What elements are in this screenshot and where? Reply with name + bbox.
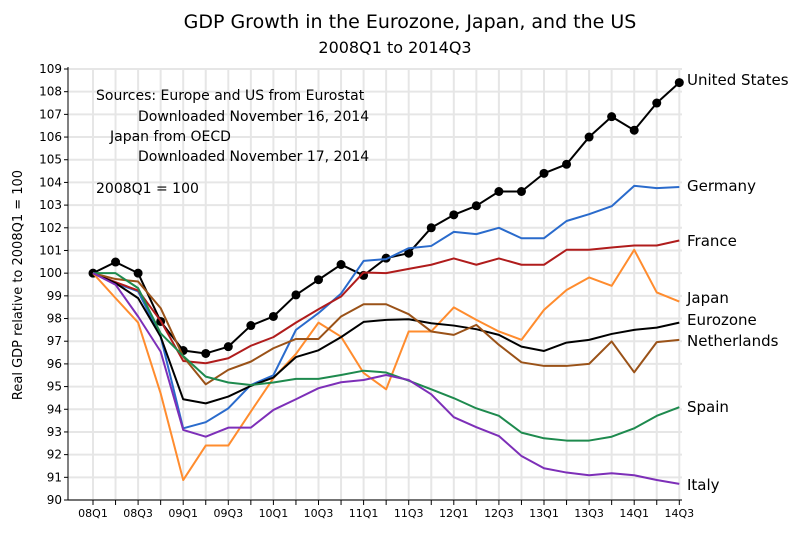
point-united-states bbox=[336, 260, 346, 270]
x-tick-label: 14Q3 bbox=[664, 507, 694, 520]
y-tick-label: 100 bbox=[39, 266, 62, 280]
y-tick-label: 107 bbox=[39, 107, 62, 121]
annotation-download-eu: Downloaded November 16, 2014 bbox=[138, 109, 369, 125]
point-united-states bbox=[516, 186, 526, 196]
y-tick-label: 93 bbox=[47, 425, 62, 439]
line-germany bbox=[92, 184, 680, 430]
point-united-states bbox=[471, 201, 481, 211]
y-tick-label: 109 bbox=[39, 62, 62, 76]
x-tick-label: 10Q3 bbox=[304, 507, 334, 520]
x-tick-label: 14Q1 bbox=[619, 507, 649, 520]
y-tick-label: 94 bbox=[47, 402, 62, 416]
point-united-states bbox=[652, 98, 662, 108]
point-united-states bbox=[426, 223, 436, 233]
point-united-states bbox=[246, 321, 256, 331]
y-tick-label: 96 bbox=[47, 357, 62, 371]
y-tick-label: 92 bbox=[47, 448, 62, 462]
x-tick-label: 11Q1 bbox=[349, 507, 379, 520]
y-tick-label: 99 bbox=[47, 289, 62, 303]
point-united-states bbox=[674, 78, 684, 88]
series-label-italy: Italy bbox=[687, 476, 720, 494]
annotation-japan-source: Japan from OECD bbox=[109, 129, 231, 145]
point-united-states bbox=[201, 348, 211, 358]
series-germany: Germany bbox=[92, 177, 756, 430]
series-label-germany: Germany bbox=[687, 177, 756, 195]
series-netherlands: Netherlands bbox=[92, 272, 779, 386]
series-lines: United States Germany France Japan Eurozone N… bbox=[88, 71, 789, 494]
x-tick-label: 11Q3 bbox=[394, 507, 424, 520]
point-united-states bbox=[539, 168, 549, 178]
point-united-states bbox=[584, 132, 594, 142]
point-united-states bbox=[133, 268, 143, 278]
point-united-states bbox=[607, 112, 617, 122]
point-united-states bbox=[223, 342, 233, 352]
y-tick-label: 108 bbox=[39, 85, 62, 99]
y-tick-label: 106 bbox=[39, 130, 62, 144]
point-united-states bbox=[562, 159, 572, 169]
y-tick-label: 105 bbox=[39, 153, 62, 167]
axes: 90 91 92 93 94 95 96 97 98 99 100 101 102 103 104 105 10… bbox=[39, 62, 694, 520]
point-united-states bbox=[404, 248, 414, 258]
line-japan bbox=[92, 248, 680, 482]
x-tick-label: 12Q3 bbox=[484, 507, 514, 520]
annotation-baseline: 2008Q1 = 100 bbox=[96, 181, 199, 197]
series-label-united-states: United States bbox=[687, 71, 789, 89]
y-axis-label: Real GDP relative to 2008Q1 = 100 bbox=[11, 170, 26, 400]
series-italy: Italy bbox=[92, 272, 720, 494]
y-tick-label: 91 bbox=[47, 470, 62, 484]
x-tick-label: 09Q3 bbox=[213, 507, 243, 520]
series-label-france: France bbox=[687, 232, 737, 250]
point-united-states bbox=[449, 210, 459, 220]
series-eurozone: Eurozone bbox=[92, 272, 757, 405]
y-tick-label: 90 bbox=[47, 493, 62, 507]
x-tick-label: 08Q3 bbox=[123, 507, 153, 520]
series-label-netherlands: Netherlands bbox=[687, 332, 779, 350]
point-united-states bbox=[494, 186, 504, 196]
x-tick-label: 10Q1 bbox=[259, 507, 289, 520]
point-united-states bbox=[111, 257, 121, 267]
x-tick-label: 13Q1 bbox=[529, 507, 559, 520]
line-italy bbox=[92, 272, 680, 485]
series-spain: Spain bbox=[93, 272, 729, 442]
x-tick-label: 12Q1 bbox=[439, 507, 469, 520]
point-united-states bbox=[314, 275, 323, 285]
chart-title: GDP Growth in the Eurozone, Japan, and t… bbox=[184, 11, 637, 33]
y-tick-label: 104 bbox=[39, 175, 62, 189]
point-united-states bbox=[291, 290, 301, 300]
line-eurozone bbox=[92, 272, 680, 405]
annotation-download-japan: Downloaded November 17, 2014 bbox=[138, 149, 369, 165]
x-tick-label: 08Q1 bbox=[78, 507, 108, 520]
x-tick-label: 13Q3 bbox=[574, 507, 604, 520]
line-spain bbox=[93, 272, 680, 442]
point-united-states bbox=[629, 125, 639, 135]
y-tick-label: 101 bbox=[39, 243, 62, 257]
chart-subtitle: 2008Q1 to 2014Q3 bbox=[318, 38, 471, 57]
y-tick-label: 97 bbox=[47, 334, 62, 348]
series-label-japan: Japan bbox=[686, 289, 729, 307]
annotation-sources: Sources: Europe and US from Eurostat bbox=[96, 88, 365, 104]
series-label-spain: Spain bbox=[687, 398, 729, 416]
series-france: France bbox=[92, 232, 737, 365]
y-tick-label: 95 bbox=[47, 380, 62, 394]
point-united-states bbox=[268, 311, 278, 321]
x-tick-label: 09Q1 bbox=[168, 507, 198, 520]
series-japan: Japan bbox=[92, 248, 729, 482]
series-label-eurozone: Eurozone bbox=[687, 311, 757, 329]
y-tick-label: 98 bbox=[47, 312, 62, 326]
line-netherlands bbox=[92, 272, 680, 386]
y-tick-label: 103 bbox=[39, 198, 62, 212]
y-tick-label: 102 bbox=[39, 221, 62, 235]
